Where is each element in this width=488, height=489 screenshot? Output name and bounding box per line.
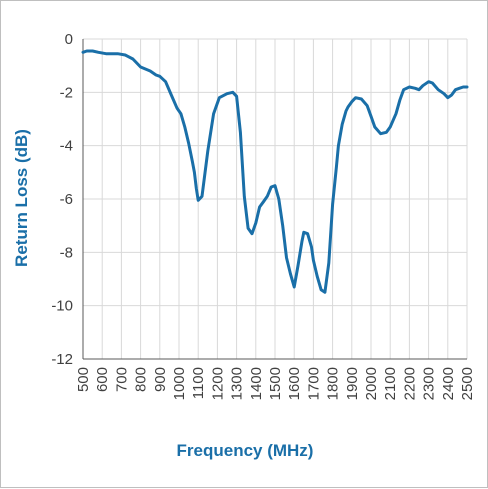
- x-tick-label: 700: [113, 367, 130, 392]
- y-tick-label: -10: [51, 298, 73, 315]
- series-layer: [81, 49, 469, 294]
- x-tick-label: 1200: [209, 367, 226, 400]
- x-tick-labels: 500 600 700 800 900 1000 1100 1200 1300 1400 1500 1…: [75, 367, 476, 400]
- x-tick-label: 1100: [190, 367, 207, 399]
- x-tick-label: 1400: [248, 367, 265, 400]
- return-loss-line: [81, 49, 469, 294]
- y-tick-label: 0: [65, 31, 73, 48]
- x-tick-label: 600: [94, 367, 111, 392]
- x-tick-label: 1900: [344, 367, 361, 400]
- x-tick-label: 500: [75, 367, 92, 392]
- axes: [82, 39, 467, 360]
- y-tick-label: -6: [60, 191, 73, 208]
- y-tick-label: -4: [60, 138, 73, 155]
- y-tick-label: -8: [60, 244, 73, 261]
- x-tick-label: 1000: [171, 367, 188, 400]
- x-tick-label: 1500: [267, 367, 284, 400]
- x-tick-label: 2500: [459, 367, 476, 400]
- y-axis-title: Return Loss (dB): [12, 129, 31, 267]
- y-tick-labels: 0 -2 -4 -6 -8 -10 -12: [51, 31, 73, 368]
- x-tick-label: 2300: [421, 367, 438, 400]
- x-tick-label: 2400: [440, 367, 457, 400]
- x-tick-label: 1800: [325, 367, 342, 400]
- x-tick-label: 2000: [363, 367, 380, 400]
- x-tick-label: 2100: [382, 367, 399, 400]
- x-tick-label: 1600: [286, 367, 303, 400]
- x-tick-label: 1300: [229, 367, 246, 400]
- x-tick-label: 1700: [305, 367, 322, 400]
- x-tick-label: 900: [152, 367, 169, 392]
- y-tick-label: -2: [60, 84, 73, 101]
- x-tick-label: 2200: [401, 367, 418, 400]
- y-tick-label: -12: [51, 351, 73, 368]
- x-axis-title: Frequency (MHz): [177, 441, 314, 460]
- x-tick-label: 800: [133, 367, 150, 392]
